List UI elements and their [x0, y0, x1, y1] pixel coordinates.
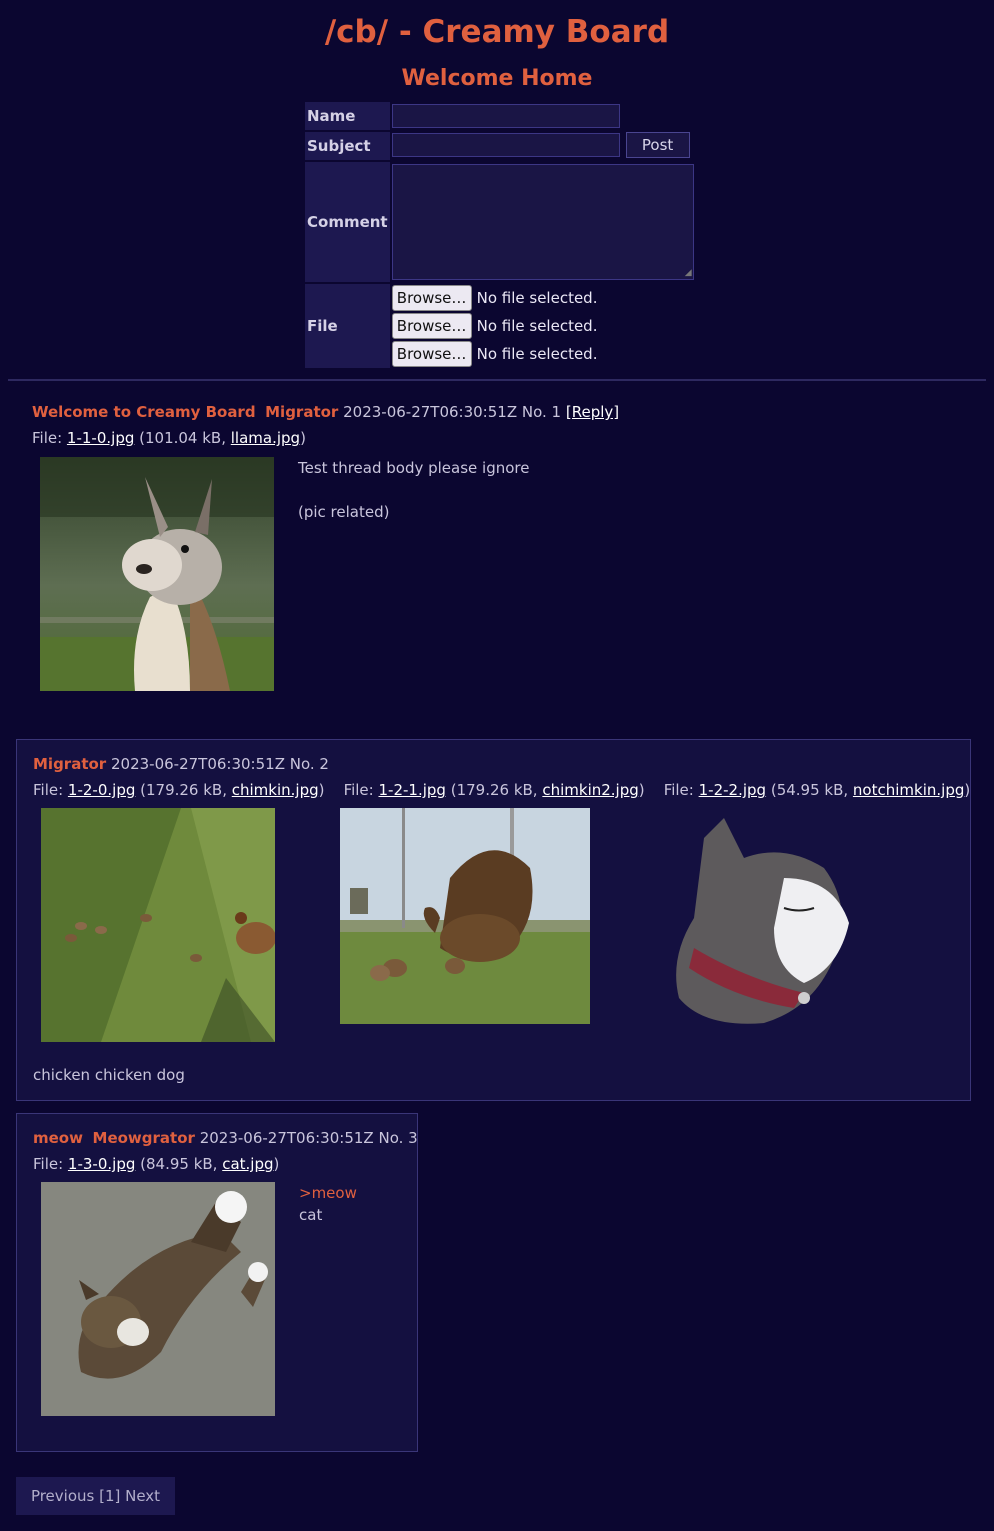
post-subject: Welcome to Creamy Board [32, 403, 256, 421]
post-body: >meow cat [299, 1182, 357, 1226]
chickens-image[interactable] [41, 808, 275, 1042]
subject-input[interactable] [391, 133, 620, 157]
post-number[interactable]: No. 1 [521, 403, 562, 421]
post-author: Migrator [33, 755, 107, 773]
no-file-text: No file selected. [476, 317, 598, 335]
board-title: /cb/ - Creamy Board [324, 14, 670, 50]
resize-handle-icon[interactable]: ◢ [684, 268, 692, 278]
file-label: File [305, 284, 390, 368]
post-body-line: chicken chicken dog [33, 1066, 185, 1084]
original-filename-link[interactable]: chimkin2.jpg [542, 781, 639, 799]
post-body-line: Test thread body please ignore [298, 459, 530, 477]
post-date: 2023-06-27T06:30:51Z [199, 1129, 374, 1147]
op-post: Welcome to Creamy Board Migrator 2023-06… [32, 400, 962, 452]
file-input-3: Browse… No file selected. [391, 340, 694, 368]
post-body-line: (pic related) [298, 503, 390, 521]
file-info: File: 1-3-0.jpg (84.95 kB, cat.jpg) [33, 1155, 280, 1173]
cat-drawing-image[interactable] [664, 808, 886, 1036]
post-date: 2023-06-27T06:30:51Z [343, 403, 518, 421]
original-filename-link[interactable]: notchimkin.jpg [852, 781, 965, 799]
post-subject: meow [33, 1129, 83, 1147]
file-link[interactable]: 1-1-0.jpg [66, 429, 135, 447]
browse-button[interactable]: Browse… [391, 341, 472, 367]
post-author: Migrator [265, 403, 339, 421]
file-info: File: 1-1-0.jpg (101.04 kB, llama.jpg) [32, 429, 306, 447]
post-author: Meowgrator [92, 1129, 195, 1147]
post-form: Name Subject Post Comment ◢ File Browse…… [303, 100, 696, 370]
file-size: 179.26 kB [145, 781, 223, 799]
post-body: Test thread body please ignore (pic rela… [298, 456, 529, 524]
greentext-line: >meow [299, 1184, 357, 1202]
post-body-line: cat [299, 1206, 323, 1224]
original-filename-link[interactable]: chimkin.jpg [231, 781, 319, 799]
file-input-2: Browse… No file selected. [391, 312, 694, 340]
reply-link[interactable]: [Reply] [565, 403, 620, 421]
file-link[interactable]: 1-3-0.jpg [67, 1155, 136, 1173]
post-button[interactable]: Post [625, 132, 690, 158]
post-number[interactable]: No. 3 [378, 1129, 418, 1147]
name-input[interactable] [391, 104, 620, 128]
no-file-text: No file selected. [476, 289, 598, 307]
subject-label: Subject [305, 132, 390, 160]
comment-label: Comment [305, 162, 390, 282]
file-size: 179.26 kB [456, 781, 533, 799]
original-filename-link[interactable]: llama.jpg [230, 429, 301, 447]
no-file-text: No file selected. [476, 345, 598, 363]
file-size: 101.04 kB [144, 429, 222, 447]
file-size: 54.95 kB [776, 781, 844, 799]
file-size: 84.95 kB [145, 1155, 213, 1173]
browse-button[interactable]: Browse… [391, 313, 472, 339]
pagination[interactable]: Previous [1] Next [16, 1477, 175, 1515]
file-link[interactable]: 1-2-1.jpg [378, 781, 446, 799]
hen-image[interactable] [340, 808, 590, 1024]
file-info-row: File: 1-2-0.jpg (179.26 kB, chimkin.jpg)… [33, 781, 971, 799]
browse-button[interactable]: Browse… [391, 285, 472, 311]
divider [8, 379, 986, 381]
original-filename-link[interactable]: cat.jpg [222, 1155, 274, 1173]
board-subtitle: Welcome Home [401, 66, 593, 91]
comment-textarea[interactable]: ◢ [391, 164, 694, 280]
file-input-1: Browse… No file selected. [391, 284, 694, 312]
file-link[interactable]: 1-2-2.jpg [698, 781, 767, 799]
llama-image[interactable] [40, 457, 274, 691]
name-label: Name [305, 102, 390, 130]
post-number[interactable]: No. 2 [289, 755, 329, 773]
cat-photo-image[interactable] [41, 1182, 275, 1416]
file-link[interactable]: 1-2-0.jpg [67, 781, 136, 799]
post-date: 2023-06-27T06:30:51Z [110, 755, 285, 773]
